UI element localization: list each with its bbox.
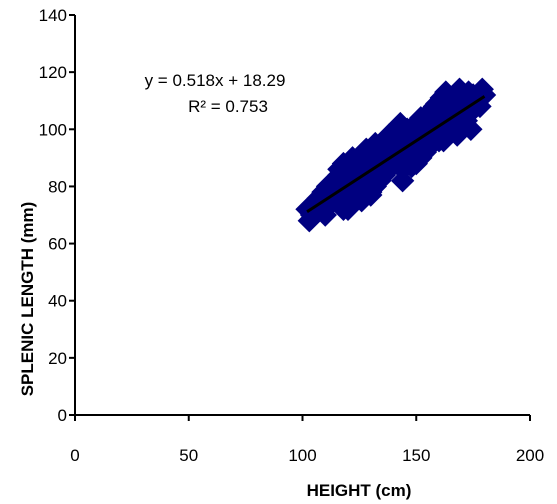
x-tick-label: 100 [288,446,316,465]
x-tick-label: 0 [70,446,79,465]
data-point [340,146,365,170]
y-tick-label: 100 [39,120,67,139]
x-tick-label: 150 [402,446,430,465]
data-point [468,80,492,104]
data-point [331,197,356,221]
data-point [390,169,415,193]
equation-annotation: y = 0.518x + 18.29 [145,71,286,90]
data-point [359,183,383,207]
data-point [413,140,438,164]
x-axis-ticks: 0 50 100 150 200 [70,415,544,465]
data-point [409,106,433,130]
data-point [327,157,351,181]
y-axis-ticks: 0 20 40 60 80 100 120 140 [39,6,75,425]
data-point [422,94,447,119]
y-tick-label: 80 [48,177,67,196]
y-tick-label: 20 [48,349,67,368]
data-point [427,129,451,153]
data-point [459,117,483,141]
data-points [295,77,497,233]
y-tick-label: 0 [58,406,67,425]
r-squared-annotation: R² = 0.753 [188,97,268,116]
data-point [377,123,401,147]
data-point [399,154,424,179]
data-point [395,117,419,141]
x-tick-label: 200 [516,446,544,465]
y-tick-label: 140 [39,6,67,25]
y-tick-label: 120 [39,63,67,82]
trendline [306,95,486,214]
x-axis-title: HEIGHT (cm) [307,481,412,500]
y-tick-label: 60 [48,235,67,254]
y-axis-title: SPLENIC LENGTH (mm) [18,202,37,397]
y-tick-label: 40 [48,292,67,311]
x-tick-label: 50 [179,446,198,465]
